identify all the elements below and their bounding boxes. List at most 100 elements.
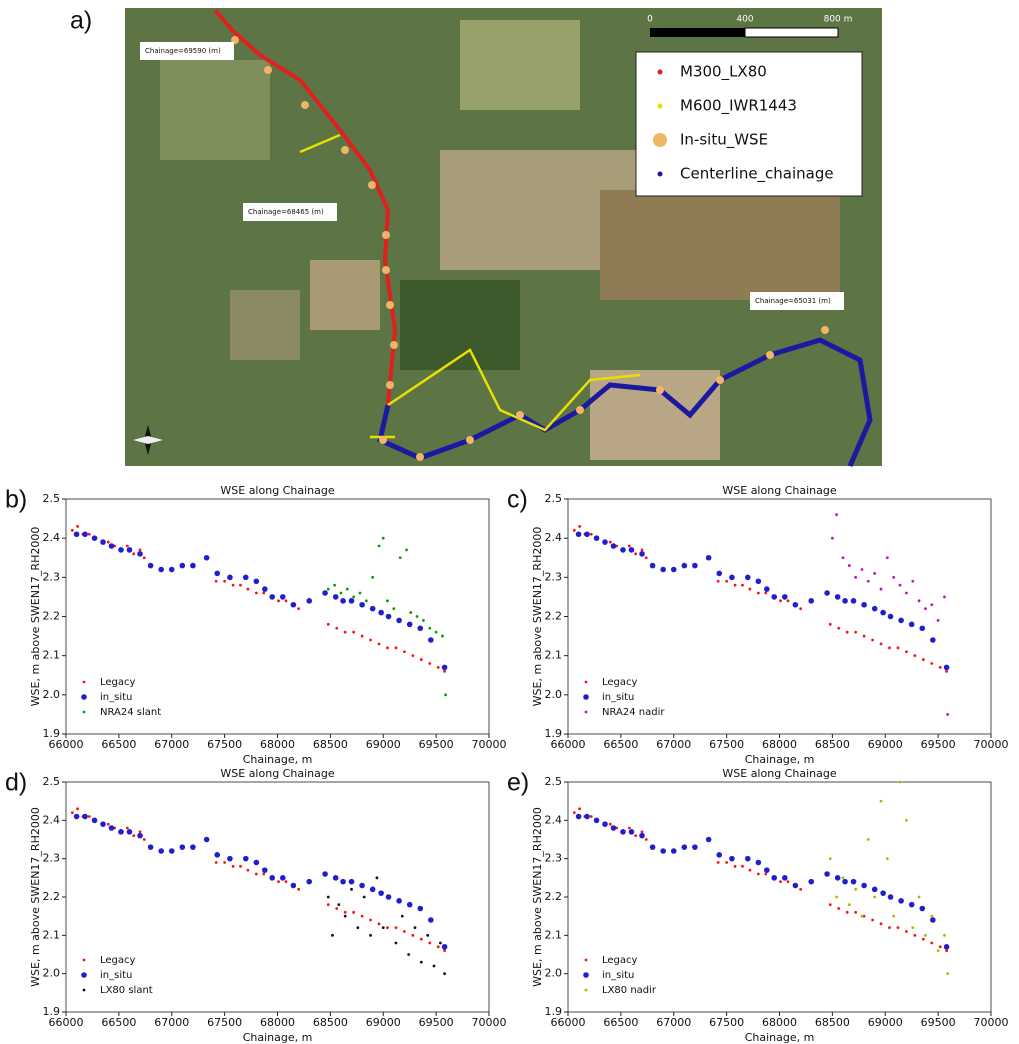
point [223,861,226,864]
point [359,592,362,595]
point [756,860,762,866]
x-tick-label: 67500 [207,738,242,751]
point [363,896,366,899]
panel-label: c) [507,486,528,514]
point [359,883,365,889]
legend-marker [653,133,667,147]
point [629,829,635,835]
point [285,599,288,602]
chart-title: WSE along Chainage [722,484,836,497]
point [291,883,297,889]
point [280,875,286,881]
point [223,580,226,583]
point [335,907,338,910]
point [262,592,265,595]
point [919,625,925,631]
x-tick-label: 70000 [472,738,507,751]
point [837,627,840,630]
point [706,837,712,843]
point [782,875,788,881]
point [757,873,760,876]
point [771,594,777,600]
point [829,623,832,626]
x-tick-label: 68500 [313,1016,348,1029]
point [214,852,220,858]
point [943,596,946,599]
point [428,942,431,945]
point [246,588,249,591]
panel-label: d) [5,769,27,797]
legend-label: in_situ [602,692,634,703]
point [573,529,576,532]
point [356,926,359,929]
point [139,830,142,833]
point [716,852,722,858]
point [808,879,814,885]
point [414,926,417,929]
point [327,623,330,626]
point [808,598,814,604]
point [405,549,408,552]
point [285,880,288,883]
legend-marker [585,989,588,992]
point [443,949,446,952]
point [126,545,129,548]
point [757,592,760,595]
legend-label: in_situ [100,970,132,981]
point [748,588,751,591]
x-tick-label: 69000 [868,1016,903,1029]
point [848,564,851,567]
point [92,818,98,824]
point [180,844,186,850]
legend-marker [83,681,86,684]
legend-marker [585,681,588,684]
point [232,584,235,587]
point [897,646,900,649]
point [254,860,260,866]
point [395,926,398,929]
point [215,580,218,583]
point [420,938,423,941]
point [365,599,368,602]
legend-label: NRA24 slant [100,707,161,718]
point [254,578,260,584]
point [886,857,889,860]
point [867,838,870,841]
point [842,598,848,604]
point [924,934,927,937]
point [888,926,891,929]
point [369,639,372,642]
point [634,834,637,837]
point [909,902,915,908]
point [227,575,233,581]
point [943,934,946,937]
point [246,869,249,872]
point [180,563,186,569]
chart: WSE along ChainageChainage, mWSE, m abov… [507,767,1009,1044]
point [277,599,280,602]
point [629,547,635,553]
point [407,902,413,908]
point [396,618,402,624]
y-tick-label: 2.3 [43,852,61,865]
y-tick-label: 2.1 [43,649,61,662]
point [327,588,330,591]
x-tick-label: 70000 [472,1016,507,1029]
point [437,945,440,948]
point [741,865,744,868]
point [74,814,80,820]
point [82,814,88,820]
point [386,614,392,620]
point [395,646,398,649]
point [340,592,343,595]
point [645,838,648,841]
point [706,555,712,561]
point [139,549,142,552]
figure: Chainage=69590 (m) Chainage=68465 (m) Ch… [0,0,1019,1044]
point [344,915,347,918]
scale-label: 800 m [824,15,853,25]
annotation: Chainage=65031 (m) [755,297,831,305]
point [892,915,895,918]
point [127,829,133,835]
point [854,631,857,634]
